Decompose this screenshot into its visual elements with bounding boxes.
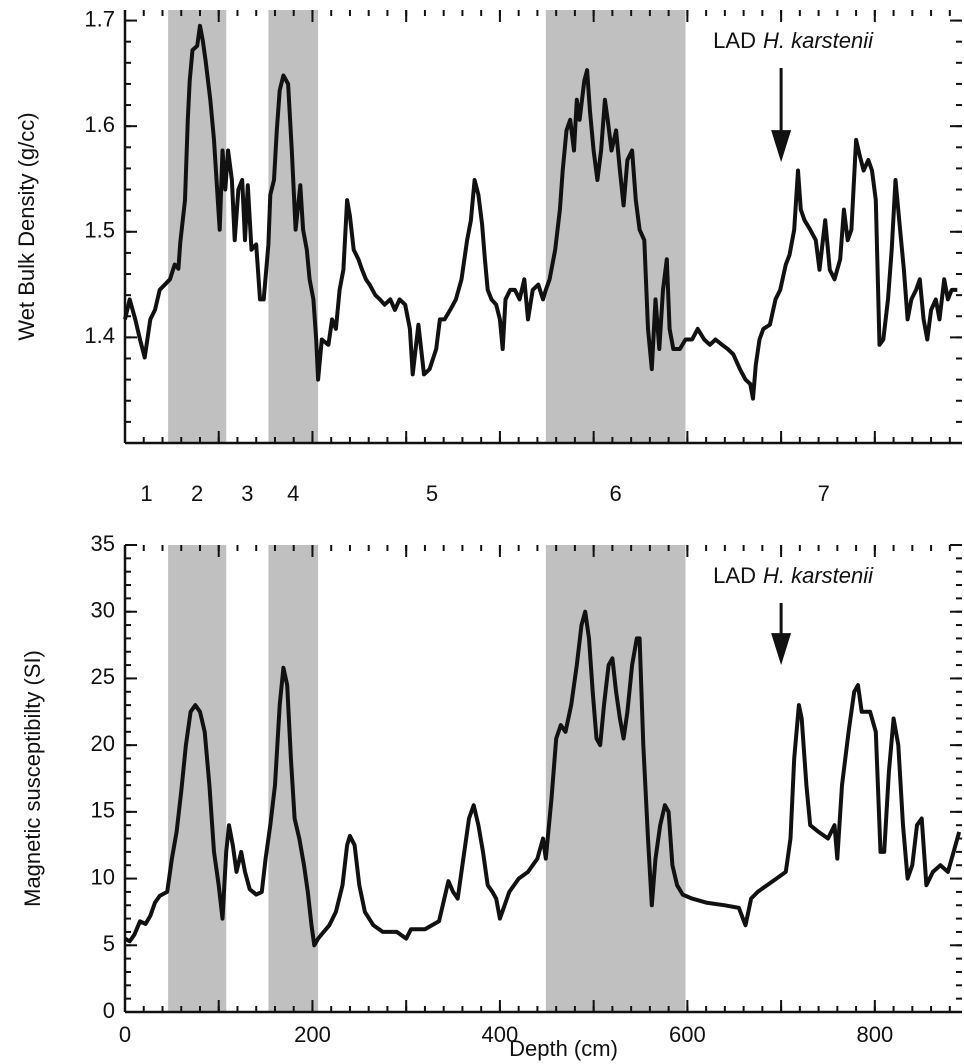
annotation: LAD H. karstenii — [713, 563, 874, 588]
x-tick-label: 0 — [119, 1022, 131, 1047]
x-tick-label: 800 — [856, 1022, 893, 1047]
annotation-label: LAD — [713, 28, 756, 53]
y-tick-label: 15 — [91, 798, 115, 823]
y-tick-label: 25 — [91, 664, 115, 689]
y-axis-label: Magnetic susceptibilty (SI) — [20, 650, 45, 907]
zone-label: 7 — [818, 481, 830, 506]
data-line — [123, 23, 958, 401]
zone-label: 6 — [610, 481, 622, 506]
zone-label: 2 — [191, 481, 203, 506]
y-tick-label: 35 — [91, 531, 115, 556]
zone-label: 4 — [287, 481, 299, 506]
x-tick-label: 200 — [294, 1022, 331, 1047]
x-axis-label: Depth (cm) — [509, 1036, 618, 1061]
x-tick-label: 600 — [669, 1022, 706, 1047]
shaded-interval — [168, 545, 227, 1012]
shaded-interval — [545, 545, 686, 1012]
annotation-taxon: H. karstenii — [763, 563, 874, 588]
y-tick-label: 5 — [103, 931, 115, 956]
annotation-label: LAD — [713, 563, 756, 588]
arrow-head — [771, 633, 792, 666]
shaded-interval — [168, 10, 227, 443]
zone-label: 1 — [140, 481, 152, 506]
arrow-head — [771, 130, 792, 163]
zone-label: 3 — [241, 481, 253, 506]
y-tick-label: 10 — [91, 864, 115, 889]
annotation-taxon: H. karstenii — [763, 28, 874, 53]
y-tick-label: 20 — [91, 731, 115, 756]
x-tick-label: 400 — [482, 1022, 519, 1047]
y-tick-label: 1.5 — [84, 218, 115, 243]
y-tick-label: 1.4 — [84, 323, 115, 348]
data-line — [124, 609, 962, 948]
y-tick-label: 1.6 — [84, 112, 115, 137]
zone-label: 5 — [426, 481, 438, 506]
shaded-interval — [545, 10, 686, 443]
annotation: LAD H. karstenii — [713, 28, 874, 53]
y-tick-label: 0 — [103, 998, 115, 1023]
y-tick-label: 30 — [91, 598, 115, 623]
y-tick-label: 1.7 — [84, 6, 115, 31]
y-axis-label: Wet Bulk Density (g/cc) — [14, 112, 39, 340]
shaded-interval — [268, 10, 319, 443]
